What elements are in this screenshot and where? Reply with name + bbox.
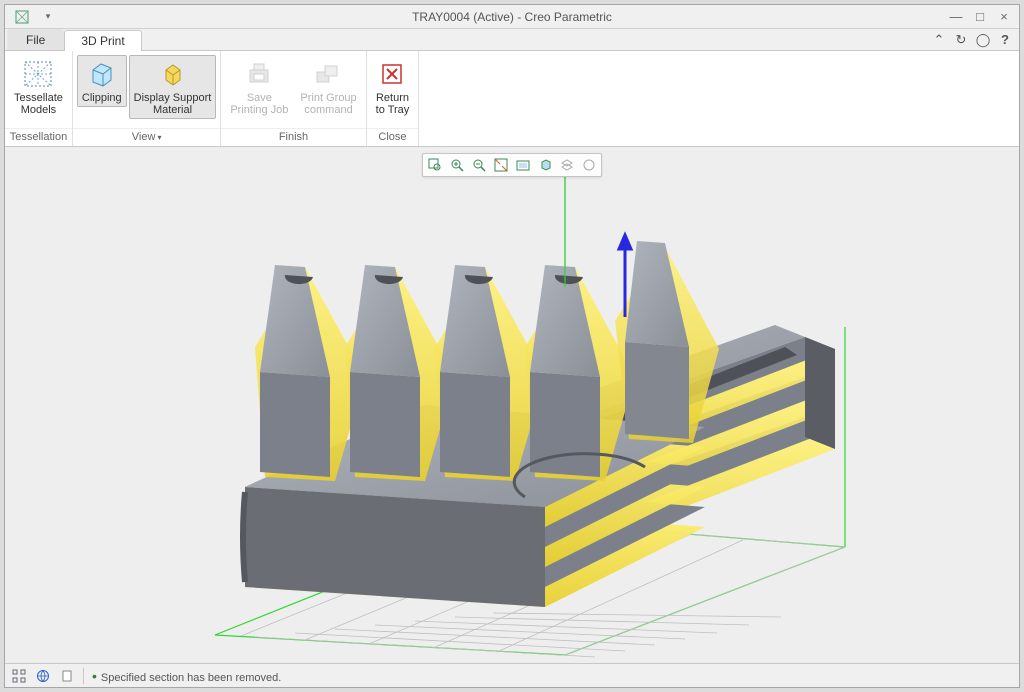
tessellate-label: TessellateModels <box>14 92 63 116</box>
quick-access: ▾ <box>5 7 59 27</box>
tab-3d-print[interactable]: 3D Print <box>64 30 141 51</box>
close-icon <box>376 58 408 90</box>
scene-3d <box>5 147 1019 663</box>
view-toolbar <box>422 153 602 177</box>
zoom-window-icon[interactable] <box>425 156 445 174</box>
layers-icon[interactable] <box>557 156 577 174</box>
display-support-button[interactable]: Display SupportMaterial <box>129 55 217 119</box>
group-label-tessellation: Tessellation <box>5 128 72 146</box>
return-to-tray-label: Returnto Tray <box>376 92 410 116</box>
viewport[interactable] <box>5 147 1019 663</box>
zoom-out-icon[interactable] <box>469 156 489 174</box>
status-message: •Specified section has been removed. <box>92 668 281 684</box>
clipping-icon <box>86 58 118 90</box>
ribbon: TessellateModels Tessellation Clipping <box>5 51 1019 147</box>
print-group-icon <box>313 58 345 90</box>
minimize-icon[interactable]: — <box>949 9 963 24</box>
model <box>243 241 835 607</box>
zoom-in-icon[interactable] <box>447 156 467 174</box>
display-support-label: Display SupportMaterial <box>134 92 212 116</box>
save-icon <box>243 58 275 90</box>
app-window: ▾ TRAY0004 (Active) - Creo Parametric — … <box>4 4 1020 688</box>
window-title: TRAY0004 (Active) - Creo Parametric <box>5 10 1019 24</box>
clipping-button[interactable]: Clipping <box>77 55 127 107</box>
refresh-icon[interactable]: ↻ <box>953 32 969 48</box>
refit-icon[interactable] <box>491 156 511 174</box>
status-icon-page[interactable] <box>59 668 75 684</box>
print-group-button: Print Groupcommand <box>295 55 361 119</box>
return-to-tray-button[interactable]: Returnto Tray <box>371 55 415 119</box>
saved-orient-icon[interactable] <box>535 156 555 174</box>
print-group-label: Print Groupcommand <box>300 92 356 116</box>
group-label-close: Close <box>367 128 419 146</box>
annotation-icon[interactable] <box>579 156 599 174</box>
tessellate-button[interactable]: TessellateModels <box>9 55 68 119</box>
titlebar: ▾ TRAY0004 (Active) - Creo Parametric — … <box>5 5 1019 29</box>
window-controls: — □ × <box>949 9 1019 24</box>
help-icon[interactable]: ? <box>997 32 1013 48</box>
maximize-icon[interactable]: □ <box>973 9 987 24</box>
named-views-icon[interactable] <box>513 156 533 174</box>
save-printing-job-label: SavePrinting Job <box>230 92 288 116</box>
left-cluster <box>243 241 719 607</box>
save-printing-job-button: SavePrinting Job <box>225 55 293 119</box>
clipping-label: Clipping <box>82 92 122 104</box>
status-separator <box>83 668 84 684</box>
ribbon-group-close: Returnto Tray Close <box>367 51 420 146</box>
ribbon-group-finish: SavePrinting Job Print Groupcommand Fini… <box>221 51 366 146</box>
settings-icon[interactable]: ◯ <box>975 32 991 48</box>
tab-file[interactable]: File <box>7 29 64 50</box>
app-menu-icon[interactable] <box>11 7 33 27</box>
status-icon-selection[interactable] <box>11 668 27 684</box>
tabs-right-icons: ⌃ ↻ ◯ ? <box>931 32 1013 48</box>
ribbon-group-view: Clipping Display SupportMaterial View▾ <box>73 51 221 146</box>
collapse-ribbon-icon[interactable]: ⌃ <box>931 32 947 48</box>
tessellate-icon <box>22 58 54 90</box>
quick-dropdown-icon[interactable]: ▾ <box>37 7 59 27</box>
status-icon-globe[interactable] <box>35 668 51 684</box>
ribbon-group-tessellation: TessellateModels Tessellation <box>5 51 73 146</box>
support-material-icon <box>157 58 189 90</box>
close-window-icon[interactable]: × <box>997 9 1011 24</box>
group-label-finish: Finish <box>221 128 365 146</box>
ribbon-tabs: File 3D Print ⌃ ↻ ◯ ? <box>5 29 1019 51</box>
statusbar: •Specified section has been removed. <box>5 663 1019 687</box>
group-label-view[interactable]: View▾ <box>73 128 220 146</box>
